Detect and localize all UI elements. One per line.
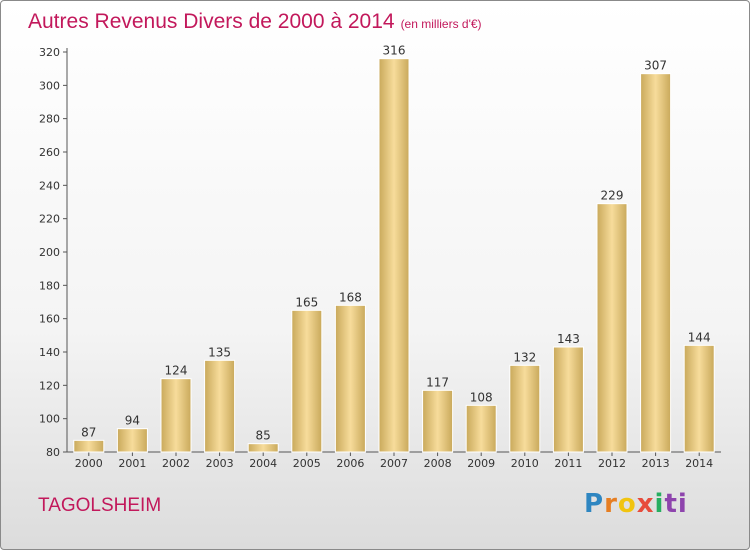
y-tick-label: 200 (39, 246, 60, 259)
logo-letter: ti (664, 489, 688, 519)
data-label-2008: 117 (426, 375, 449, 389)
bar-2009 (465, 404, 497, 453)
data-label-2011: 143 (557, 332, 580, 346)
bar-2005 (291, 309, 323, 453)
chart-bars (73, 58, 715, 453)
y-tick-label: 140 (39, 346, 60, 359)
x-tick-label-2003: 2003 (206, 457, 234, 470)
logo-letter: o (617, 489, 637, 519)
y-tick-label: 160 (39, 313, 60, 326)
data-label-2005: 165 (295, 295, 318, 309)
x-tick-label-2007: 2007 (380, 457, 408, 470)
y-tick-label: 240 (39, 179, 60, 192)
x-tick-label-2001: 2001 (118, 457, 146, 470)
x-tick-label-2008: 2008 (424, 457, 452, 470)
data-label-2009: 108 (470, 390, 493, 404)
chart-title: Autres Revenus Divers de 2000 à 2014 (en … (28, 10, 482, 34)
proxiti-logo[interactable]: Proxiti (584, 489, 688, 519)
bar-2013 (640, 73, 672, 453)
data-label-2004: 85 (256, 429, 271, 443)
y-tick-label: 80 (46, 446, 60, 459)
data-label-2010: 132 (513, 350, 536, 364)
data-label-2013: 307 (644, 59, 667, 73)
x-tick-label-2004: 2004 (249, 457, 277, 470)
x-tick-label-2013: 2013 (642, 457, 670, 470)
x-tick-label-2010: 2010 (511, 457, 539, 470)
chart-labels: 87 94 124 135 85 165 168 316 117 108 132 143 229 307 1… (81, 44, 710, 443)
bar-2001 (116, 428, 148, 453)
y-tick-label: 280 (39, 113, 60, 126)
bar-2011 (552, 346, 584, 453)
logo-letter: r (604, 489, 618, 519)
x-tick-label-2012: 2012 (598, 457, 626, 470)
logo-letter: P (584, 489, 605, 519)
data-label-2000: 87 (81, 425, 96, 439)
data-label-2007: 316 (383, 44, 406, 58)
bar-2007 (378, 58, 410, 453)
x-tick-label-2000: 2000 (75, 457, 103, 470)
bar-2002 (160, 378, 192, 453)
bar-2006 (334, 304, 366, 453)
y-tick-label: 100 (39, 413, 60, 426)
location-name: TAGOLSHEIM (38, 495, 162, 516)
bar-2014 (683, 344, 715, 453)
y-tick-label: 260 (39, 146, 60, 159)
data-label-2006: 168 (339, 290, 362, 304)
logo-letter: i (654, 489, 665, 519)
bar-2012 (596, 203, 628, 453)
data-label-2003: 135 (208, 345, 231, 359)
chart-subtitle: (en milliers d'€) (400, 17, 482, 31)
data-label-2014: 144 (688, 330, 711, 344)
logo-letter: x (636, 489, 655, 519)
x-tick-label-2002: 2002 (162, 457, 190, 470)
x-tick-label-2011: 2011 (554, 457, 582, 470)
chart-title-text: Autres Revenus Divers de 2000 à 2014 (28, 10, 395, 33)
data-label-2012: 229 (601, 189, 624, 203)
y-tick-label: 180 (39, 279, 60, 292)
bar-2010 (509, 364, 541, 453)
y-tick-label: 220 (39, 213, 60, 226)
y-tick-label: 300 (39, 79, 60, 92)
x-tick-label-2009: 2009 (467, 457, 495, 470)
x-tick-label-2005: 2005 (293, 457, 321, 470)
data-label-2002: 124 (165, 364, 188, 378)
y-tick-label: 120 (39, 379, 60, 392)
x-tick-label-2006: 2006 (336, 457, 364, 470)
y-tick-label: 320 (39, 46, 60, 59)
x-tick-label-2014: 2014 (685, 457, 713, 470)
bar-2008 (422, 389, 454, 453)
data-label-2001: 94 (125, 414, 140, 428)
bar-2003 (204, 359, 236, 453)
bar-2000 (73, 439, 105, 453)
bar-2004 (247, 443, 279, 453)
